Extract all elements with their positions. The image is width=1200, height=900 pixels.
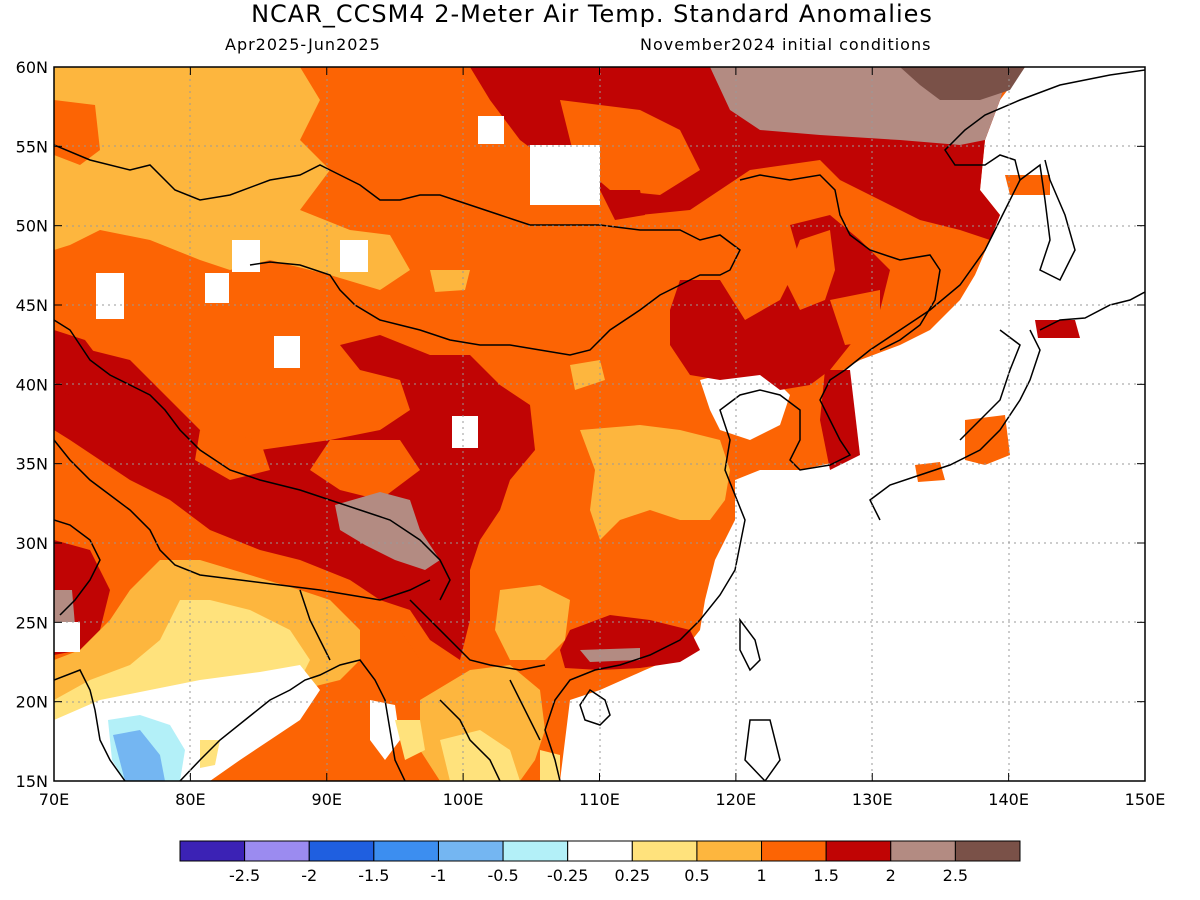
lat-label: 60N (16, 58, 48, 77)
anomaly-field (54, 67, 1145, 781)
colorbar-swatch (179, 840, 246, 862)
lat-label: 45N (16, 296, 48, 315)
colorbar-swatch (696, 840, 763, 862)
brown-tibet (335, 492, 440, 570)
colorbar-label: 0.5 (684, 866, 709, 885)
colorbar-swatch (244, 840, 310, 862)
colorbar-label: -0.5 (487, 866, 518, 885)
red-manchuria (670, 215, 890, 390)
lat-label: 25N (16, 613, 48, 632)
colorbar-swatch (631, 840, 698, 862)
lon-label: 80E (175, 790, 205, 809)
colorbar (179, 840, 1021, 862)
lon-label: 100E (443, 790, 484, 809)
lat-label: 40N (16, 375, 48, 394)
colorbar-label: -1.5 (358, 866, 389, 885)
colorbar-swatch (890, 840, 956, 862)
graticule (54, 67, 1145, 781)
baikal-mask (530, 145, 600, 205)
lat-label: 20N (16, 693, 48, 712)
light-orange-northwest (54, 67, 410, 290)
colorbar-label: -2 (301, 866, 317, 885)
colorbar-labels: -2.5 -2 -1.5 -1 -0.5 -0.25 0.25 0.5 1 1.5 2 2.5 (229, 866, 968, 885)
coastlines-borders (54, 69, 1145, 781)
lat-label: 30N (16, 534, 48, 553)
colorbar-label: 2.5 (943, 866, 968, 885)
colorbar-swatch (437, 840, 504, 862)
blue-india (113, 730, 165, 781)
yellow-sea-white (700, 370, 790, 440)
light-orange-east-china (580, 425, 730, 540)
lon-label: 120E (716, 790, 757, 809)
lon-label: 90E (312, 790, 342, 809)
dark-brown-northeast (900, 67, 1025, 100)
colorbar-swatch (761, 840, 827, 862)
red-tibet (54, 335, 535, 660)
lat-label: 50N (16, 217, 48, 236)
colorbar-swatch (567, 840, 633, 862)
colorbar-swatch (502, 840, 569, 862)
colorbar-label: 0.25 (614, 866, 650, 885)
map-title: NCAR_CCSM4 2-Meter Air Temp. Standard An… (251, 0, 933, 28)
initial-conditions: November2024 initial conditions (640, 35, 932, 54)
lat-label: 15N (16, 772, 48, 791)
lat-label: 35N (16, 455, 48, 474)
colorbar-swatch (954, 840, 1021, 862)
colorbar-swatch (825, 840, 892, 862)
colorbar-label: 1.5 (813, 866, 838, 885)
longitude-labels: 70E 80E 90E 100E 110E 120E 130E 140E 150E (39, 790, 1166, 809)
axis-ticks (53, 66, 1146, 782)
colorbar-label: 2 (886, 866, 896, 885)
lake-mask (478, 116, 504, 144)
lon-label: 130E (852, 790, 893, 809)
latitude-labels: 60N 55N 50N 45N 40N 35N 30N 25N 20N 15N (16, 58, 48, 791)
lon-label: 70E (39, 790, 69, 809)
lon-label: 110E (579, 790, 620, 809)
colorbar-swatch (373, 840, 439, 862)
colorbar-label: 1 (756, 866, 766, 885)
colorbar-swatch (308, 840, 375, 862)
colorbar-label: -1 (430, 866, 446, 885)
forecast-period: Apr2025-Jun2025 (225, 35, 381, 54)
colorbar-label: -2.5 (229, 866, 260, 885)
lon-label: 140E (988, 790, 1029, 809)
colorbar-label: -0.25 (547, 866, 588, 885)
lon-label: 150E (1125, 790, 1166, 809)
lat-label: 55N (16, 137, 48, 156)
